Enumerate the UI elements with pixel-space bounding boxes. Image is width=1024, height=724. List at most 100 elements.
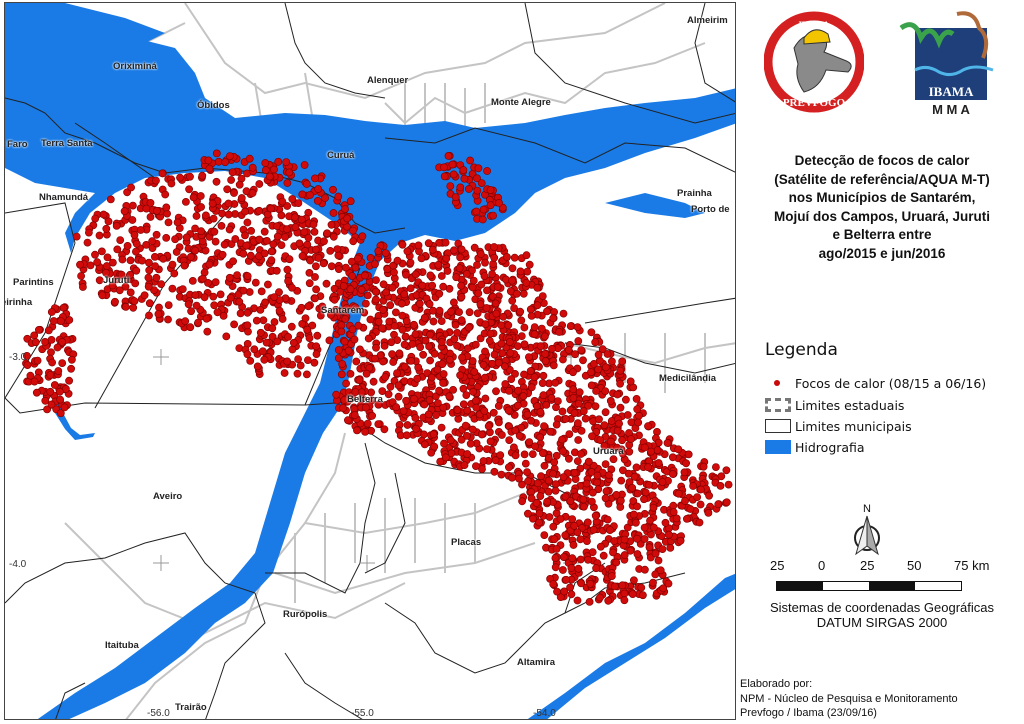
fire-focus-dot (580, 502, 588, 511)
fire-focus-dot (569, 541, 578, 549)
fire-focus-dot (127, 183, 135, 192)
fire-focus-dot (270, 293, 279, 301)
fire-focus-dot (416, 343, 425, 351)
fire-focus-dot (663, 439, 672, 447)
fire-focus-dot (285, 255, 294, 264)
fire-focus-dot (556, 593, 565, 601)
fire-focus-dot (494, 402, 503, 410)
fire-focus-dot (170, 269, 179, 278)
place-label-nhamunda: Nhamundá (39, 192, 89, 203)
fire-focus-dot (53, 343, 62, 352)
fire-focus-dot (651, 549, 660, 558)
fire-focus-dot (457, 316, 466, 325)
fire-focus-dot (186, 172, 194, 181)
fire-focus-dot (178, 285, 187, 293)
fire-focus-dot (350, 335, 359, 344)
fire-focus-dot (282, 158, 291, 166)
fire-focus-dot (316, 311, 325, 320)
fire-focus-dot (352, 357, 361, 366)
fire-focus-dot (491, 299, 500, 308)
place-label-obidos: Óbidos (197, 100, 230, 111)
fire-focus-dot (525, 438, 534, 446)
fire-focus-dot (594, 350, 603, 359)
fire-focus-dot (152, 206, 161, 215)
fire-focus-dot (443, 267, 452, 275)
fire-focus-dot (533, 479, 542, 488)
fire-focus-dot (468, 357, 477, 365)
fire-focus-dot (430, 442, 439, 451)
fire-focus-dot (523, 267, 532, 276)
fire-focus-dot (291, 213, 299, 222)
fire-focus-dot (556, 515, 565, 523)
fire-focus-dot (85, 228, 93, 237)
fire-focus-dot (577, 450, 585, 458)
fire-focus-dot (536, 408, 545, 416)
fire-focus-dot (525, 353, 533, 361)
fire-focus-dot (236, 309, 245, 318)
fire-focus-dot (587, 328, 596, 337)
fire-focus-dot (437, 338, 446, 346)
fire-focus-dot (640, 495, 648, 504)
fire-focus-dot (387, 338, 396, 347)
place-label-placas: Placas (451, 537, 482, 548)
fire-focus-dot (304, 233, 313, 242)
fire-focus-dot (630, 472, 639, 481)
fire-focus-dot (508, 473, 516, 482)
legend-label: Focos de calor (08/15 a 06/16) (795, 375, 987, 391)
fire-focus-dot (273, 232, 282, 241)
fire-focus-dot (285, 168, 294, 177)
fire-focus-dot (591, 402, 600, 411)
fire-focus-dot (548, 344, 556, 353)
fire-focus-dot (213, 308, 222, 317)
fire-focus-dot (603, 350, 612, 358)
fire-focus-dot (91, 250, 99, 259)
fire-focus-dot (485, 336, 494, 345)
legend-item-fire-focus: Focos de calor (08/15 a 06/16) (765, 374, 986, 392)
fire-focus-dot (176, 173, 184, 182)
fire-focus-dot (230, 189, 238, 197)
fire-focus-dot (530, 323, 539, 331)
fire-focus-dot (522, 251, 531, 260)
fire-focus-dot (247, 226, 255, 235)
fire-focus-dot (490, 467, 499, 476)
fire-focus-dot (635, 411, 643, 420)
fire-focus-dot (343, 214, 352, 223)
fire-focus-dot (23, 361, 32, 369)
fire-focus-dot (353, 426, 361, 435)
fire-focus-dot (520, 450, 529, 459)
fire-focus-dot (394, 392, 403, 401)
fire-focus-dot (47, 308, 56, 316)
fire-focus-dot (447, 307, 455, 316)
fire-focus-dot (308, 321, 317, 330)
fire-focus-dot (554, 397, 562, 405)
fire-focus-dot (268, 332, 277, 341)
fire-focus-dot (579, 356, 587, 365)
fire-focus-dot (241, 207, 249, 216)
fire-focus-dot (419, 350, 427, 359)
fire-focus-dot (632, 463, 641, 472)
fire-focus-dot (305, 279, 314, 288)
fire-focus-dot (539, 371, 548, 380)
fire-focus-dot (463, 406, 472, 415)
fire-focus-dot (182, 233, 191, 242)
fire-focus-dot (481, 320, 490, 329)
fire-focus-dot (361, 299, 370, 308)
fire-focus-dot (429, 317, 438, 326)
fire-focus-dot (705, 491, 713, 500)
fire-focus-dot (428, 245, 437, 254)
fire-focus-dot (689, 482, 697, 490)
fire-focus-dot (46, 387, 55, 396)
fire-focus-dot (334, 354, 343, 363)
fire-focus-dot (591, 338, 600, 347)
fire-focus-dot (576, 535, 585, 544)
fire-focus-dot (171, 235, 179, 244)
fire-focus-dot (640, 443, 649, 452)
fire-focus-dot (596, 436, 605, 444)
fire-focus-dot (243, 218, 252, 227)
fire-focus-dot (477, 430, 486, 439)
fire-focus-dot (351, 388, 360, 396)
place-label-medicilandia: Medicilândia (659, 373, 717, 384)
fire-focus-dot (281, 233, 289, 241)
fire-focus-dot (569, 385, 578, 394)
fire-focus-dot (570, 468, 579, 477)
